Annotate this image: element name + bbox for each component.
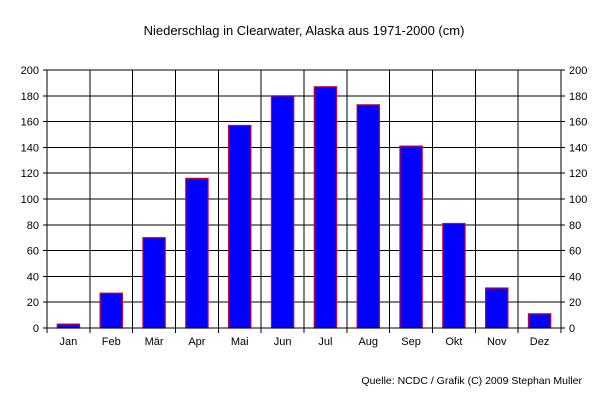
bar-Nov <box>485 287 509 329</box>
bar-Apr <box>185 177 209 329</box>
x-tick-label: Jun <box>274 336 292 348</box>
y-tick-label-left: 180 <box>21 91 39 103</box>
bars <box>56 86 552 329</box>
x-tick-label: Jul <box>318 336 332 348</box>
y-tick-label-right: 160 <box>569 117 587 129</box>
bar-Jan <box>56 323 81 329</box>
axes <box>43 69 565 333</box>
y-tick-label-right: 80 <box>569 220 581 232</box>
x-tick-label: Mär <box>145 336 164 348</box>
bar-Aug <box>356 104 380 329</box>
bar-Mär <box>142 237 166 329</box>
y-tick-label-right: 100 <box>569 194 587 206</box>
tick-labels: 0 0 20 20 40 40 60 60 80 80 100 100 120 120 140 140 160 1… <box>21 65 588 348</box>
chart-title: Niederschlag in Clearwater, Alaska aus 1… <box>144 23 465 38</box>
y-tick-label-right: 180 <box>569 91 587 103</box>
bar-Jul <box>313 86 338 329</box>
x-tick-label: Dez <box>530 336 550 348</box>
y-tick-label-left: 100 <box>21 194 39 206</box>
bar-Okt <box>442 222 466 329</box>
y-tick-label-right: 60 <box>569 246 581 258</box>
y-tick-label-right: 140 <box>569 142 587 154</box>
bar-Jun <box>270 95 295 329</box>
x-tick-label: Okt <box>445 336 462 348</box>
y-tick-label-right: 120 <box>569 168 587 180</box>
y-tick-label-right: 0 <box>569 323 575 335</box>
y-tick-label-right: 200 <box>569 65 587 77</box>
x-tick-label: Aug <box>358 336 378 348</box>
y-tick-label-left: 160 <box>21 117 39 129</box>
bar-Dez <box>527 313 552 329</box>
bar-Mai <box>228 124 252 329</box>
grid <box>46 69 562 329</box>
y-tick-label-left: 80 <box>27 220 39 232</box>
y-tick-label-left: 120 <box>21 168 39 180</box>
y-tick-label-right: 40 <box>569 271 581 283</box>
x-tick-label: Feb <box>102 336 121 348</box>
x-tick-label: Mai <box>231 336 249 348</box>
y-tick-label-left: 200 <box>21 65 39 77</box>
y-tick-label-left: 40 <box>27 271 39 283</box>
bar-Sep <box>399 145 423 329</box>
y-tick-label-left: 20 <box>27 297 39 309</box>
bar-Feb <box>99 292 123 329</box>
y-tick-label-left: 60 <box>27 246 39 258</box>
y-tick-label-left: 0 <box>33 323 39 335</box>
source-note: Quelle: NCDC / Grafik (C) 2009 Stephan M… <box>361 375 582 387</box>
y-tick-label-right: 20 <box>569 297 581 309</box>
x-tick-label: Nov <box>487 336 507 348</box>
x-tick-label: Apr <box>188 336 205 348</box>
plot-frame <box>46 69 562 329</box>
x-tick-label: Jan <box>60 336 78 348</box>
x-tick-label: Sep <box>401 336 421 348</box>
y-tick-label-left: 140 <box>21 142 39 154</box>
